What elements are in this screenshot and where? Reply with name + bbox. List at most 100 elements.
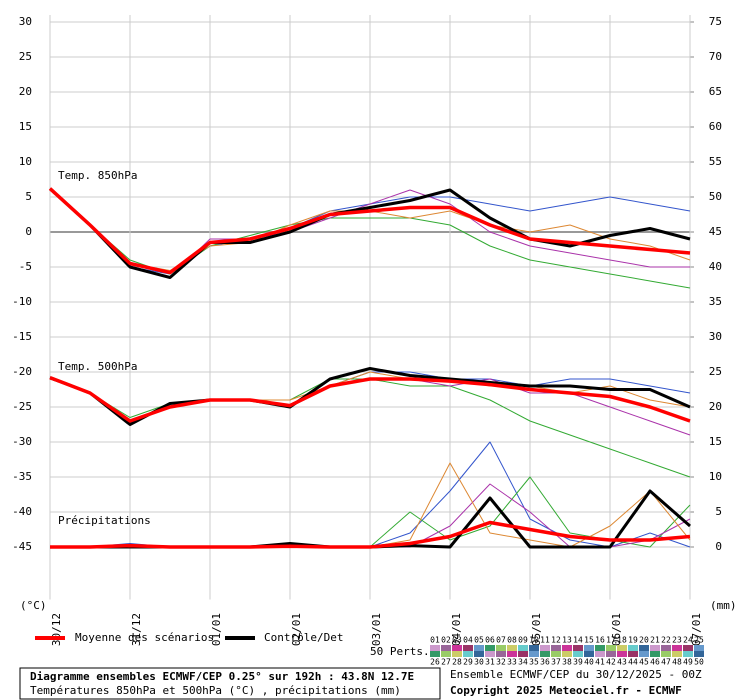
perturbation-swatch <box>551 645 561 651</box>
perturbation-label: 24 <box>683 636 693 645</box>
perturbation-label: 46 <box>650 658 660 667</box>
perturbation-swatch <box>584 645 594 651</box>
perturbation-label: 44 <box>628 658 638 667</box>
y-tick-label: -35 <box>12 470 32 483</box>
perturbation-label: 26 <box>430 658 440 667</box>
y-tick-label: 25 <box>19 50 32 63</box>
y-tick-label: -10 <box>12 295 32 308</box>
perturbation-swatch <box>507 645 517 651</box>
x-tick-label: 06/01 <box>610 613 623 646</box>
y-tick-label: -30 <box>12 435 32 448</box>
footer-copyright: Copyright 2025 Meteociel.fr - ECMWF <box>450 684 682 697</box>
perturbation-swatch <box>617 645 627 651</box>
perturbation-legend: 01 02 03 04 05 06 07 08 09 10 11 12 13 14 15 16 17 18 19 20… <box>430 636 704 667</box>
series-line <box>49 375 691 423</box>
y2-tick-label: 20 <box>709 400 722 413</box>
perturbation-label: 15 <box>584 636 594 645</box>
perturbation-swatch <box>650 645 660 651</box>
perturbation-label: 14 <box>573 636 583 645</box>
perturbation-label: 37 <box>551 658 561 667</box>
perturbation-label: 45 <box>639 658 649 667</box>
perturbation-label: 11 <box>540 636 550 645</box>
perturbation-swatch <box>562 651 572 657</box>
y-tick-label: -5 <box>19 260 32 273</box>
perturbation-swatch <box>430 651 440 657</box>
perturbation-swatch <box>441 645 451 651</box>
perturbation-label: 20 <box>639 636 649 645</box>
perturbation-label: 42 <box>606 658 616 667</box>
x-tick-label: 30/12 <box>50 613 63 646</box>
perturbation-label: 39 <box>573 658 583 667</box>
perturbation-label: 49 <box>683 658 693 667</box>
perturbation-swatch <box>562 645 572 651</box>
perturbation-swatch <box>639 651 649 657</box>
perturbation-swatch <box>529 645 539 651</box>
legend-label: Contrôle/Det <box>264 631 343 644</box>
y2-tick-label: 25 <box>709 365 722 378</box>
perturbation-label: 40 <box>584 658 594 667</box>
y-axis-label: (°C) <box>20 599 47 612</box>
perturbation-swatch <box>485 645 495 651</box>
perturbation-swatch <box>474 645 484 651</box>
perturbation-swatch <box>639 645 649 651</box>
y-tick-label: 30 <box>19 15 32 28</box>
perturbation-label: 03 <box>452 636 462 645</box>
perturbation-label: 41 <box>595 658 605 667</box>
perturbation-label: 31 <box>485 658 495 667</box>
perturbation-label: 19 <box>628 636 638 645</box>
perturbation-label: 01 <box>430 636 440 645</box>
perturbation-swatch <box>430 645 440 651</box>
y-tick-label: 15 <box>19 120 32 133</box>
perturbation-swatch <box>661 651 671 657</box>
perturbation-swatch <box>540 645 550 651</box>
perturbation-label: 38 <box>562 658 572 667</box>
y2-tick-label: 45 <box>709 225 722 238</box>
perturbation-label: 06 <box>485 636 495 645</box>
perturbation-swatch <box>628 645 638 651</box>
perturbation-label: 34 <box>518 658 528 667</box>
annotation: Temp. 850hPa <box>58 169 137 182</box>
perturbation-swatch <box>617 651 627 657</box>
perturbation-swatch <box>496 645 506 651</box>
y2-tick-label: 15 <box>709 435 722 448</box>
perturbation-swatch <box>683 651 693 657</box>
perturbation-swatch <box>551 651 561 657</box>
grid: -45-40-35-30-25-20-15-10-505101520253005… <box>12 15 722 646</box>
y2-tick-label: 50 <box>709 190 722 203</box>
y2-tick-label: 30 <box>709 330 722 343</box>
series-line <box>50 520 691 549</box>
perturbation-swatch <box>496 651 506 657</box>
perturbation-swatch <box>573 651 583 657</box>
perturbation-label: 33 <box>507 658 517 667</box>
perturbation-label: 13 <box>562 636 572 645</box>
x-tick-label: 03/01 <box>370 613 383 646</box>
y-tick-label: -25 <box>12 400 32 413</box>
y2-tick-label: 5 <box>715 505 722 518</box>
perturbation-swatch <box>606 651 616 657</box>
series-lines <box>48 187 691 549</box>
y2-tick-label: 10 <box>709 470 722 483</box>
perturbation-label: 22 <box>661 636 671 645</box>
y2-tick-label: 70 <box>709 50 722 63</box>
y2-tick-label: 65 <box>709 85 722 98</box>
y-tick-label: 20 <box>19 85 32 98</box>
perturbation-swatch <box>694 645 704 651</box>
x-tick-label: 01/01 <box>210 613 223 646</box>
footer-run: Ensemble ECMWF/CEP du 30/12/2025 - 00Z <box>450 668 702 681</box>
y-tick-label: 5 <box>25 190 32 203</box>
y2-tick-label: 75 <box>709 15 722 28</box>
perturbation-label: 47 <box>661 658 671 667</box>
legend-label: Moyenne des scénarios <box>75 631 214 644</box>
x-tick-label: 07/01 <box>690 613 703 646</box>
perturbation-label: 12 <box>551 636 561 645</box>
perturbation-label: 18 <box>617 636 627 645</box>
perturbation-swatch <box>463 651 473 657</box>
y-tick-label: 0 <box>25 225 32 238</box>
perturbation-swatch <box>683 645 693 651</box>
perturbation-label: 25 <box>694 636 704 645</box>
perturbation-label: 48 <box>672 658 682 667</box>
y2-tick-label: 60 <box>709 120 722 133</box>
perturbation-swatch <box>485 651 495 657</box>
y2-tick-label: 55 <box>709 155 722 168</box>
